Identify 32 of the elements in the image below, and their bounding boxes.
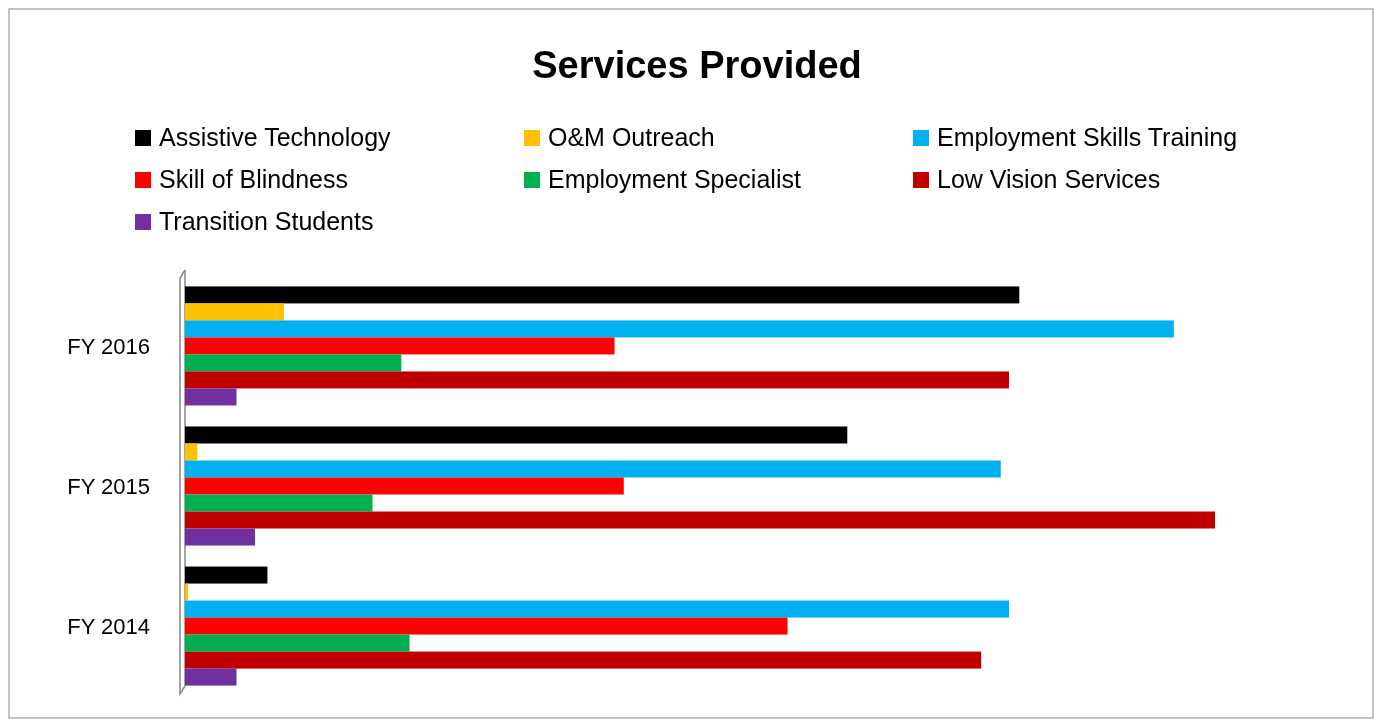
bar [185, 668, 237, 686]
y-tick-label: FY 2014 [67, 614, 150, 640]
chart-title: Services Provided [532, 44, 862, 86]
bar [185, 303, 284, 321]
legend-label: Employment Skills Training [937, 123, 1238, 151]
bar [185, 354, 402, 372]
y-tick-label: FY 2015 [67, 474, 150, 499]
bar [185, 494, 373, 512]
bar [185, 426, 848, 444]
y-tick-label: FY 2016 [67, 333, 150, 359]
legend-label: Low Vision Services [937, 165, 1161, 193]
bar [185, 337, 615, 355]
legend-label: Assistive Technology [159, 123, 392, 151]
bar [185, 634, 410, 652]
bar [185, 511, 1215, 529]
bar [185, 286, 1020, 304]
bar [185, 600, 1009, 618]
bar [185, 583, 189, 601]
bar [185, 443, 198, 461]
bar [185, 566, 268, 584]
bar [185, 477, 624, 495]
bar [185, 528, 256, 546]
bar [185, 460, 1001, 478]
legend-label: O&M Outreach [548, 123, 715, 151]
legend-label: Skill of Blindness [159, 165, 348, 193]
bar [185, 371, 1009, 389]
bar [185, 388, 237, 406]
bar [185, 617, 788, 635]
legend-label: Transition Students [159, 207, 374, 235]
legend-label: Employment Specialist [548, 165, 801, 193]
bar [185, 320, 1174, 338]
bar [185, 651, 982, 669]
